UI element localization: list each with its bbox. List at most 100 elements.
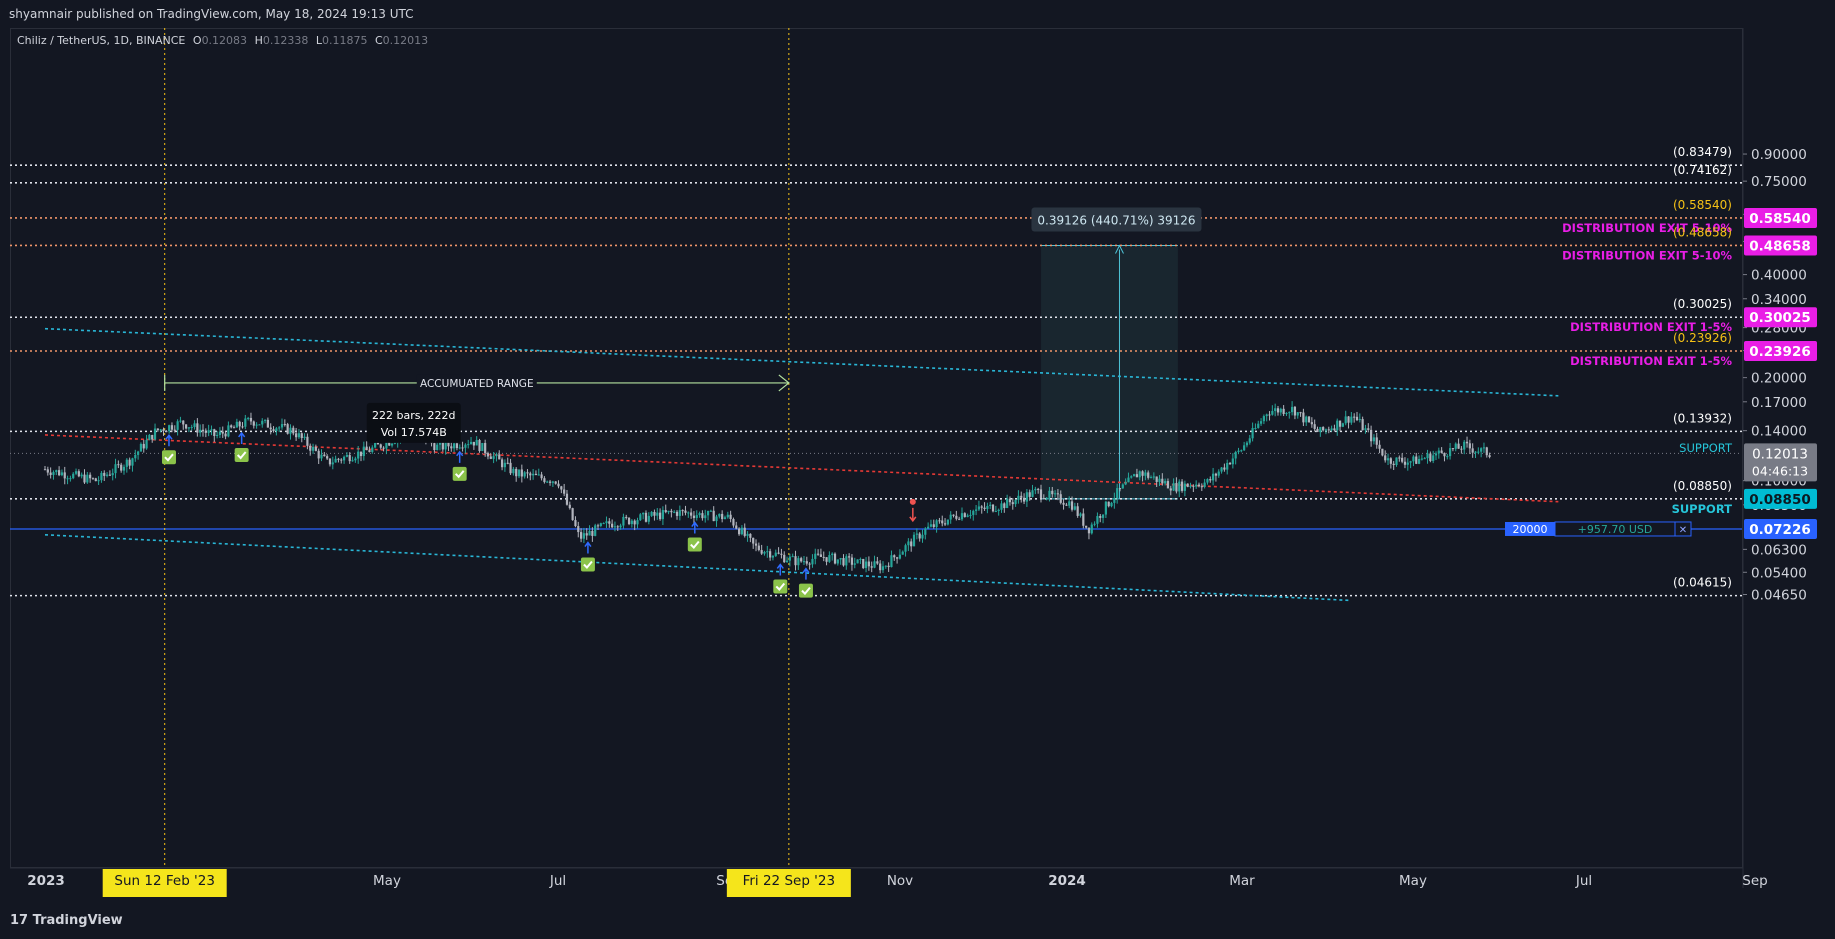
position-qty: 20000 (1513, 523, 1548, 536)
candle-body (1209, 479, 1212, 481)
candle-body (1347, 416, 1350, 423)
candle-body (1338, 420, 1342, 427)
candle-body (678, 510, 681, 516)
level-badge-5-bg (1744, 340, 1817, 361)
candle-body (255, 424, 258, 426)
trend-upper-channel (44, 327, 1559, 397)
candle-body (695, 515, 698, 519)
candle-body (475, 439, 478, 446)
candle-body (481, 443, 484, 452)
legend-high-key: H (254, 34, 263, 47)
candle-body (718, 513, 721, 517)
candle-body (870, 566, 873, 568)
chart-frame[interactable] (10, 28, 1743, 868)
candle-body (390, 443, 394, 446)
candle-body (1259, 421, 1263, 424)
candle-body (43, 469, 47, 471)
candle-body (1296, 412, 1299, 416)
candle-body (1065, 504, 1068, 506)
candle-body (1440, 450, 1443, 453)
candle-body (500, 459, 504, 468)
candle-body (1144, 472, 1147, 476)
candle-body (706, 510, 710, 516)
level-badge-5: 0.23926 (1749, 344, 1811, 360)
candle-body (543, 478, 546, 483)
candle-body (794, 556, 797, 566)
tradingview-logo[interactable]: 𝟭𝟳 TradingView (10, 913, 123, 928)
vmarker-badge-bg-1 (726, 869, 851, 897)
candle-body (1378, 444, 1381, 449)
candle-body (701, 513, 704, 519)
candle-body (814, 553, 817, 559)
candle-body (1214, 473, 1218, 476)
candle-body (1045, 497, 1048, 499)
buy-signal-4 (687, 521, 702, 552)
range-stats-vol: Vol 17.574B (381, 426, 447, 439)
check-icon (801, 587, 811, 596)
candle-body (780, 553, 783, 555)
price-axis: 0.900000.750000.600000.500000.400000.340… (1742, 28, 1835, 888)
candle-body (224, 433, 227, 437)
candle-body (317, 450, 320, 459)
candle-body (128, 459, 131, 466)
candle-body (348, 455, 351, 462)
candle-body (757, 545, 760, 551)
vmarker-badge-1: Fri 22 Sep '23 (743, 873, 835, 889)
candle-body (509, 462, 512, 474)
candle-body (785, 560, 789, 563)
candle-body (1085, 525, 1088, 528)
candle-body (108, 474, 111, 476)
legend-close-key: C (374, 34, 383, 47)
candle-body (131, 458, 134, 466)
candle-body (802, 561, 806, 563)
candle-body (1186, 483, 1189, 487)
candle-body (1234, 451, 1237, 459)
candle-body (664, 510, 667, 513)
candle-body (721, 513, 724, 520)
candle-body (331, 462, 334, 465)
trend-red-trend (44, 434, 1559, 503)
sell-arrow-icon (909, 507, 917, 523)
candle-body (1279, 408, 1282, 413)
level-badge-3-bg (1744, 235, 1817, 256)
candle-body (887, 565, 890, 568)
candle-body (687, 512, 690, 514)
candle-body (320, 454, 323, 459)
candle-body (1099, 516, 1102, 518)
buy-arrow-icon (456, 450, 464, 463)
candle-body (938, 520, 941, 522)
candle-body (1355, 416, 1359, 421)
candle-body (735, 525, 738, 529)
candle-body (80, 474, 83, 477)
y-tick-label-14: 0.05400 (1751, 565, 1807, 581)
level-label-1: (0.74162) (1673, 163, 1732, 177)
candle-body (673, 511, 676, 513)
candle-body (1485, 447, 1488, 456)
candle-body (884, 565, 887, 567)
candle-body (193, 423, 196, 427)
candle-body (303, 436, 306, 438)
time-axis: 2023MayJulSepNov2024MarMayJulSepSun 12 F… (10, 867, 1768, 897)
candle-body (300, 433, 303, 438)
candle-body (1437, 450, 1440, 454)
candle-body (534, 473, 538, 476)
candle-body (709, 510, 712, 512)
candle-body (1028, 492, 1031, 497)
check-icon (775, 582, 786, 591)
candle-body (800, 558, 803, 562)
candle-body (495, 454, 498, 457)
candle-body (927, 526, 930, 529)
x-tick-5: 2024 (1048, 873, 1086, 889)
candle-body (77, 471, 80, 477)
candle-body (204, 431, 207, 433)
candle-body (1327, 429, 1330, 431)
candle-body (1401, 457, 1404, 462)
candle-body (1254, 427, 1257, 429)
candle-body (594, 525, 597, 536)
candle-body (1429, 453, 1432, 462)
buy-check-box (580, 557, 595, 572)
candle-body (946, 519, 949, 525)
candle-body (554, 481, 557, 484)
candle-body (743, 527, 746, 536)
